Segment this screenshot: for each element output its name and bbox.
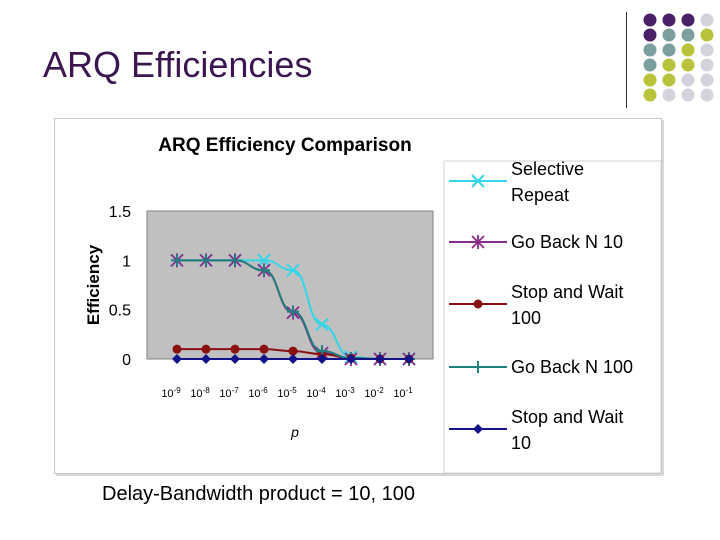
decor-dot <box>662 13 676 27</box>
chart-title: ARQ Efficiency Comparison <box>158 135 411 156</box>
decor-dot <box>700 13 714 27</box>
decor-dot <box>700 28 714 42</box>
decor-dot <box>662 88 676 102</box>
legend-item: Go Back N 100 <box>449 357 633 377</box>
x-tick-label: 10-1 <box>393 386 413 400</box>
y-tick-label: 1.5 <box>109 204 131 221</box>
data-point <box>473 299 483 309</box>
decor-dot <box>681 43 695 57</box>
data-point <box>229 254 241 267</box>
decor-dot <box>681 88 695 102</box>
y-tick-label: 0.5 <box>109 303 131 320</box>
legend-item: Selective Repeat <box>449 159 584 205</box>
decor-dot <box>662 58 676 72</box>
decor-dot <box>643 88 657 102</box>
decor-dot <box>662 43 676 57</box>
data-point <box>259 354 269 364</box>
decor-dot <box>681 73 695 87</box>
x-tick-label: 10-3 <box>335 386 355 400</box>
decor-dot <box>700 58 714 72</box>
data-point <box>471 174 485 188</box>
data-point <box>258 264 270 277</box>
x-tick-label: 10-4 <box>306 386 326 400</box>
legend-item: Stop and Wait 100 <box>449 282 623 328</box>
decor-dot <box>643 43 657 57</box>
data-point <box>317 354 327 364</box>
y-tick-label: 1 <box>122 253 131 270</box>
legend-label: Selective Repeat <box>511 159 584 205</box>
data-point <box>315 317 329 332</box>
data-point <box>201 354 211 364</box>
data-point <box>171 254 183 267</box>
x-tick-label: 10-8 <box>190 386 210 400</box>
x-tick-label: 10-7 <box>219 386 239 400</box>
series-stop-and-wait-10 <box>172 354 414 364</box>
data-point <box>201 344 211 354</box>
chart-frame: ARQ Efficiency Comparison 0 0.5 1 1.5 10-9 1… <box>54 118 662 474</box>
data-point <box>287 305 299 318</box>
decor-dot <box>662 28 676 42</box>
data-point <box>404 354 414 364</box>
data-point <box>230 354 240 364</box>
legend-item: Go Back N 10 <box>449 232 623 252</box>
decor-dot <box>643 73 657 87</box>
legend-box <box>443 160 661 473</box>
data-point <box>172 354 182 364</box>
x-tick-label: 10-9 <box>161 386 181 400</box>
data-point <box>472 361 484 373</box>
decor-dot <box>700 88 714 102</box>
decorative-dot-grid <box>643 13 714 102</box>
plot-area <box>146 210 434 360</box>
data-point <box>375 354 385 364</box>
decor-dot <box>643 58 657 72</box>
decor-dot <box>681 28 695 42</box>
data-point <box>346 354 356 364</box>
decor-dot <box>681 13 695 27</box>
decor-dot <box>643 28 657 42</box>
y-tick-label: 0 <box>122 352 131 369</box>
data-point <box>257 253 271 268</box>
decor-dot <box>700 43 714 57</box>
data-point <box>473 424 483 434</box>
x-tick-label: 10-6 <box>248 386 268 400</box>
legend-label: Go Back N 10 <box>511 232 623 252</box>
y-axis-label: Efficiency <box>84 244 103 325</box>
decor-dot <box>662 73 676 87</box>
decor-dot <box>700 73 714 87</box>
decor-dot <box>681 58 695 72</box>
legend: Selective Repeat Go Back N 10 Stop and Wait… <box>443 159 661 473</box>
data-point <box>471 235 485 249</box>
x-tick-label: 10-2 <box>364 386 384 400</box>
decor-dot <box>643 13 657 27</box>
legend-label: Stop and Wait 100 <box>511 282 623 328</box>
x-axis-label: p <box>290 424 299 440</box>
data-point <box>172 344 182 354</box>
legend-item: Stop and Wait 10 <box>449 407 623 453</box>
x-tick-label: 10-5 <box>277 386 297 400</box>
legend-label: Stop and Wait 10 <box>511 407 623 453</box>
data-point <box>200 254 212 267</box>
caption: Delay-Bandwidth product = 10, 100 <box>102 483 415 505</box>
legend-label: Go Back N 100 <box>511 357 633 377</box>
data-point <box>230 344 240 354</box>
slide-title: ARQ Efficiencies <box>43 44 313 85</box>
data-point <box>286 263 300 277</box>
data-point <box>259 344 269 354</box>
efficiency-chart: ARQ Efficiency Comparison 0 0.5 1 1.5 10-9 1… <box>84 135 661 473</box>
data-point <box>288 354 298 364</box>
data-point <box>288 346 298 356</box>
title-divider <box>626 12 627 108</box>
